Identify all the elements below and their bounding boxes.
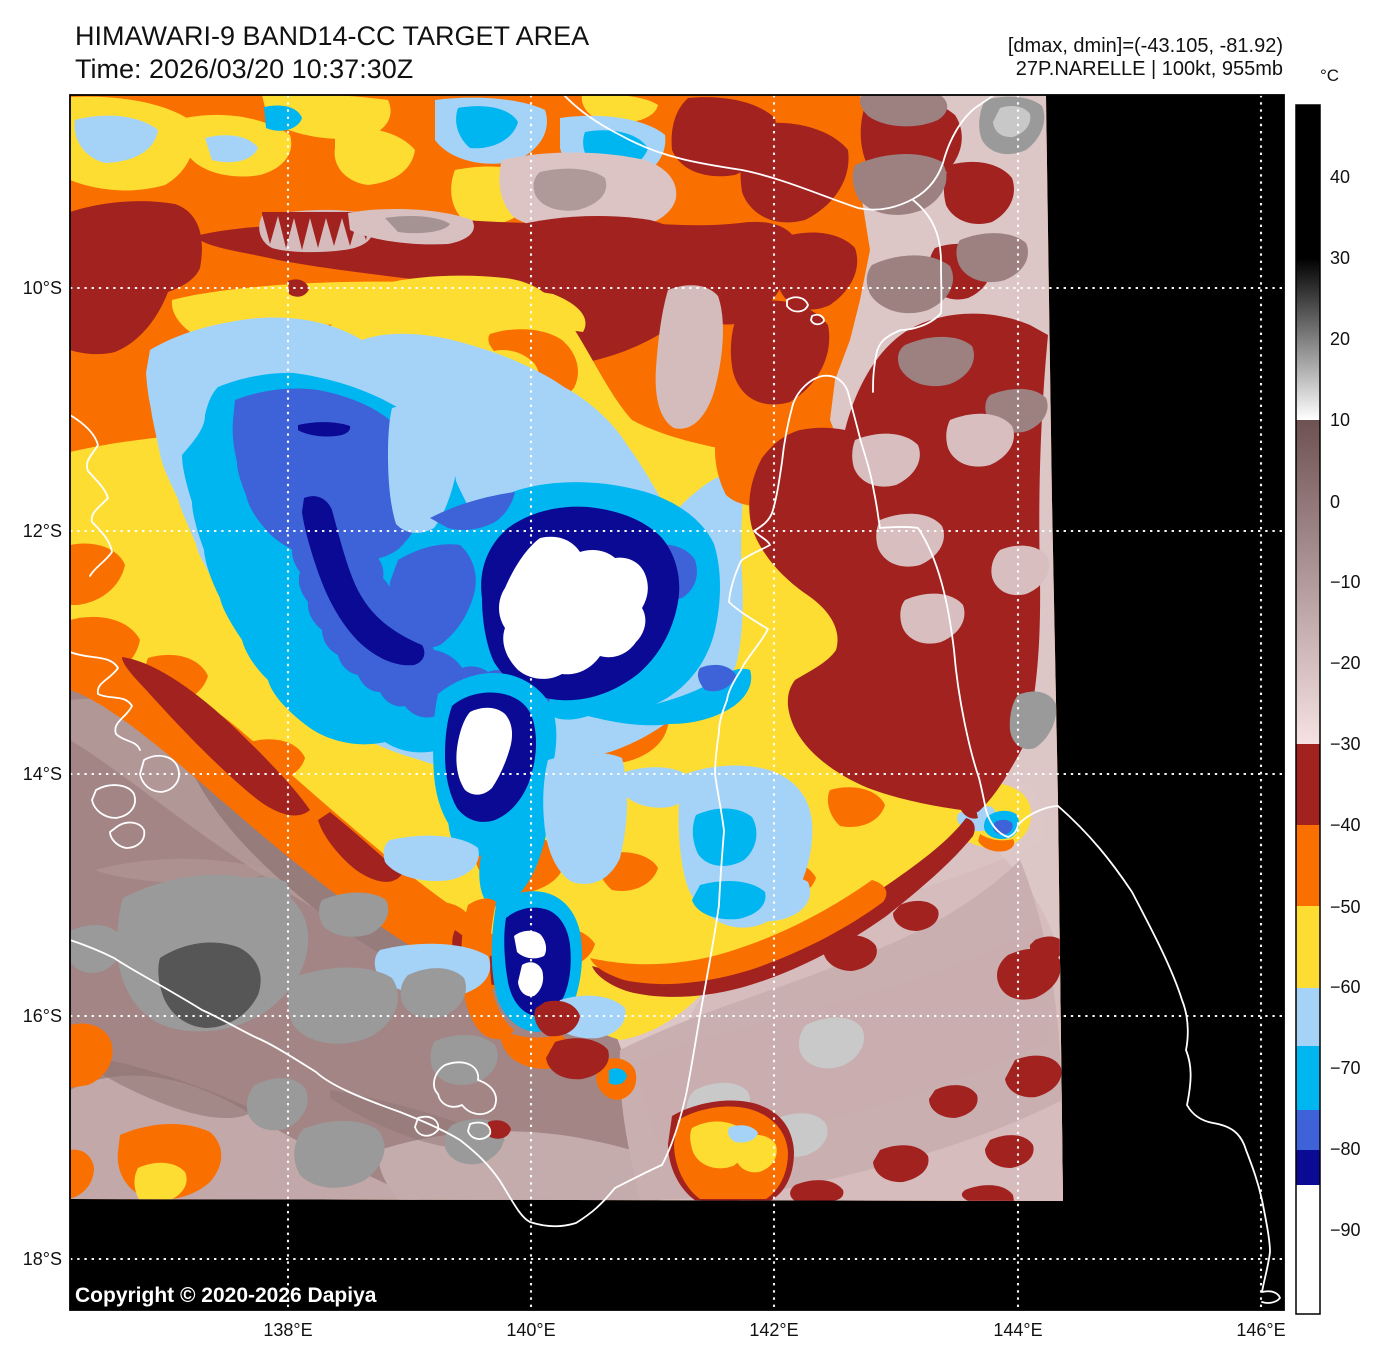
svg-text:138°E: 138°E: [263, 1320, 312, 1340]
svg-text:20: 20: [1330, 329, 1350, 349]
svg-text:10°S: 10°S: [23, 278, 62, 298]
svg-text:−60: −60: [1330, 977, 1361, 997]
svg-text:30: 30: [1330, 248, 1350, 268]
svg-text:0: 0: [1330, 492, 1340, 512]
svg-text:−40: −40: [1330, 815, 1361, 835]
svg-text:Copyright © 2020-2026 Dapiya: Copyright © 2020-2026 Dapiya: [75, 1284, 377, 1307]
svg-text:140°E: 140°E: [506, 1320, 555, 1340]
svg-text:−70: −70: [1330, 1058, 1361, 1078]
svg-text:−90: −90: [1330, 1220, 1361, 1240]
svg-text:146°E: 146°E: [1236, 1320, 1285, 1340]
svg-text:10: 10: [1330, 410, 1350, 430]
svg-text:12°S: 12°S: [23, 521, 62, 541]
svg-text:−80: −80: [1330, 1139, 1361, 1159]
svg-text:18°S: 18°S: [23, 1249, 62, 1269]
svg-text:144°E: 144°E: [993, 1320, 1042, 1340]
svg-text:−10: −10: [1330, 572, 1361, 592]
svg-text:40: 40: [1330, 167, 1350, 187]
svg-text:14°S: 14°S: [23, 764, 62, 784]
svg-text:−50: −50: [1330, 897, 1361, 917]
svg-text:−30: −30: [1330, 734, 1361, 754]
svg-text:16°S: 16°S: [23, 1006, 62, 1026]
svg-text:−20: −20: [1330, 653, 1361, 673]
svg-text:142°E: 142°E: [749, 1320, 798, 1340]
